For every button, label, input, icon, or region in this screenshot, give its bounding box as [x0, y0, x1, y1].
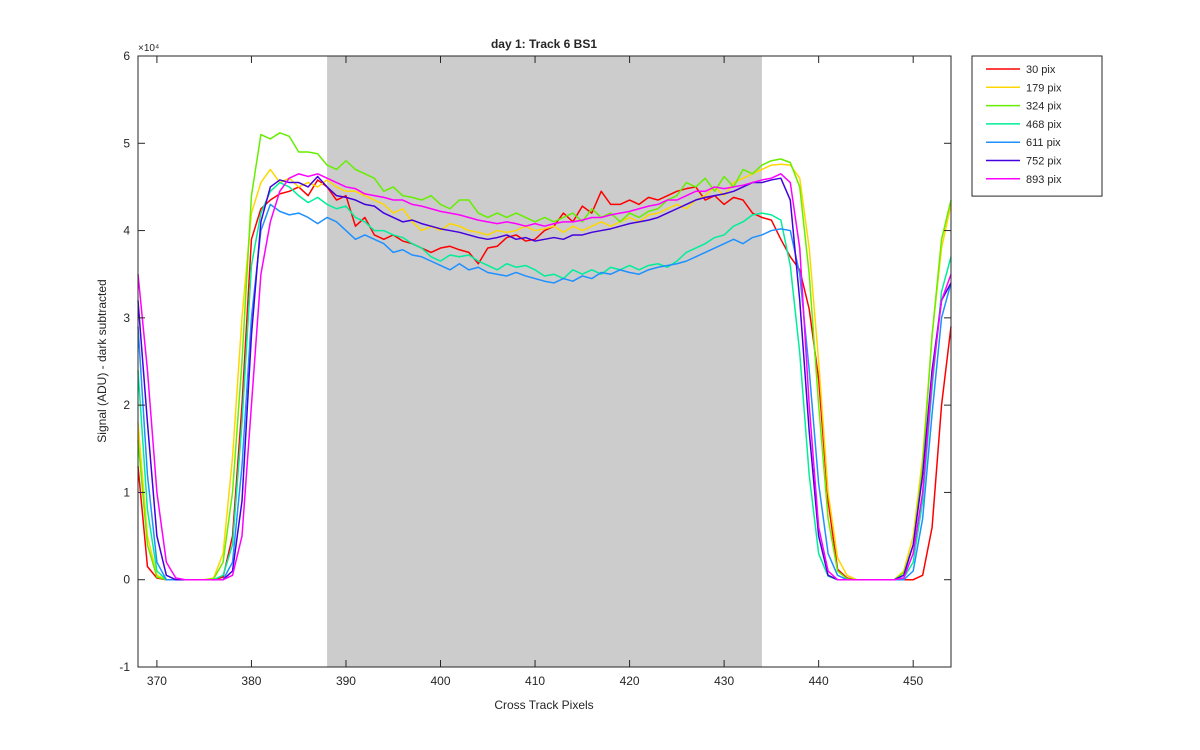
series-line-4: [137, 181, 952, 581]
shaded-region: [327, 56, 762, 667]
y-tick-label: 4: [123, 224, 130, 238]
legend: 30 pix 179 pix 324 pix 468 pix 611 pix 752 pi…: [971, 55, 1103, 197]
x-tick-label: 450: [903, 674, 923, 688]
legend-label: 752 pix: [1026, 156, 1062, 168]
legend-label: 30 pix: [1026, 64, 1056, 76]
series-line-6: [137, 175, 952, 581]
y-tick-label: 6: [123, 49, 130, 63]
y-tick-label: 0: [123, 573, 130, 587]
plot-frame: [137, 55, 952, 668]
legend-box: [971, 55, 1103, 197]
x-axis-title: Cross Track Pixels: [494, 698, 593, 712]
y-tick-label: -1: [119, 660, 130, 674]
y-tick-label: 5: [123, 136, 130, 150]
legend-label: 611 pix: [1026, 137, 1061, 149]
series-line-7: [137, 173, 952, 581]
y-tick-label: 1: [123, 485, 130, 499]
x-tick-label: 430: [714, 674, 734, 688]
legend-label: 893 pix: [1026, 174, 1062, 186]
series-line-3: [137, 132, 952, 581]
y-tick-label: 2: [123, 398, 130, 412]
x-tick-label: 420: [620, 674, 640, 688]
series-line-5: [137, 203, 952, 581]
chart-title: day 1: Track 6 BS1: [491, 37, 597, 51]
legend-label: 468 pix: [1026, 119, 1062, 131]
legend-label: 179 pix: [1026, 82, 1062, 94]
x-tick-label: 370: [147, 674, 167, 688]
y-exponent-label: ×10⁴: [138, 43, 159, 54]
series-line-2: [137, 163, 952, 581]
x-tick-label: 440: [809, 674, 829, 688]
x-tick-label: 400: [430, 674, 450, 688]
x-tick-label: 410: [525, 674, 545, 688]
y-axis-title: Signal (ADU) - dark subtracted: [95, 279, 109, 442]
x-tick-label: 390: [336, 674, 356, 688]
y-tick-label: 3: [123, 311, 130, 325]
legend-label: 324 pix: [1026, 101, 1062, 113]
x-tick-label: 380: [241, 674, 261, 688]
